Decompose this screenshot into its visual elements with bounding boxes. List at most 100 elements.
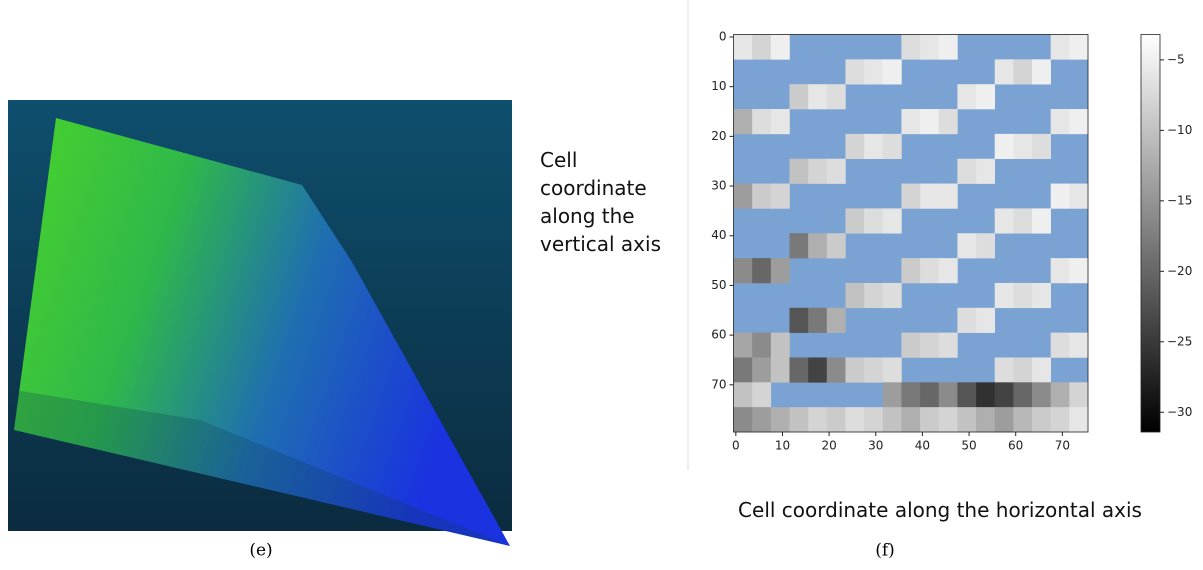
heatmap-cell <box>752 34 772 60</box>
heatmap-cell <box>938 34 958 60</box>
heatmap-cell <box>864 407 884 433</box>
heatmap-cell <box>976 233 996 259</box>
heatmap-cell <box>1069 183 1089 209</box>
heatmap-cell <box>882 382 902 408</box>
colorbar-tick-label: −15 <box>1167 193 1192 207</box>
heatmap-cell <box>826 84 846 110</box>
y-tick-label: 50 <box>711 278 726 292</box>
x-axis-label: Cell coordinate along the horizontal axi… <box>738 498 1142 522</box>
heatmap-cell <box>789 84 809 110</box>
heatmap-cell <box>752 332 772 358</box>
heatmap-cell <box>733 357 753 383</box>
heatmap-cell <box>938 382 958 408</box>
heatmap-cell <box>826 233 846 259</box>
heatmap-cell <box>808 84 828 110</box>
heatmap-cell <box>770 109 790 135</box>
x-tick-label: 60 <box>1008 439 1023 453</box>
heatmap-cell <box>864 59 884 85</box>
heatmap-cell <box>845 357 865 383</box>
heatmap-cell <box>1050 109 1070 135</box>
heatmap-cell <box>994 282 1014 309</box>
heatmap-cell <box>845 282 865 309</box>
heatmap-cell <box>901 332 921 358</box>
heatmap-cell <box>994 59 1014 85</box>
point-cloud <box>14 118 510 546</box>
heatmap-cell <box>733 34 753 60</box>
heatmap-cell <box>976 84 996 110</box>
heatmap-cell <box>957 307 977 333</box>
heatmap-cell <box>770 407 790 433</box>
heatmap-cell <box>994 407 1014 433</box>
panel-label: (e) <box>249 541 272 561</box>
colorbar-tick-label: −10 <box>1167 123 1192 137</box>
heatmap-cell <box>1069 407 1089 433</box>
heatmap-cell <box>1050 382 1070 408</box>
heatmap-cell <box>845 59 865 85</box>
heatmap-cell <box>882 133 902 160</box>
y-tick-label: 20 <box>711 129 726 143</box>
point-cloud-shade <box>14 390 510 546</box>
heatmap-cell <box>733 382 753 408</box>
heatmap-cell <box>882 357 902 383</box>
y-tick-label: 60 <box>711 328 726 342</box>
heatmap-cell <box>1013 208 1033 234</box>
heatmap-cell <box>1032 382 1051 408</box>
heatmap-cell <box>752 407 772 433</box>
heatmap-cell <box>864 133 884 160</box>
heatmap-cell <box>733 258 753 284</box>
heatmap-cell <box>1050 183 1070 209</box>
heatmap-cell <box>826 158 846 184</box>
heatmap-cell <box>826 407 846 433</box>
heatmap-cell <box>864 208 884 234</box>
heatmap-cell <box>901 34 921 60</box>
y-tick-label: 30 <box>711 179 726 193</box>
heatmap-cell <box>1032 282 1051 309</box>
heatmap-cell <box>1013 357 1033 383</box>
heatmap-cell <box>752 183 772 209</box>
heatmap-cell <box>976 158 996 184</box>
colorbar-tick-label: −30 <box>1167 405 1192 419</box>
heatmap-cell <box>957 233 977 259</box>
heatmap-cell <box>920 332 940 358</box>
heatmap-cell <box>920 258 940 284</box>
heatmap-cell <box>901 258 921 284</box>
heatmap-cell <box>752 382 772 408</box>
heatmap-cell <box>938 183 958 209</box>
heatmap-cell <box>808 357 828 383</box>
heatmap-cell <box>1013 407 1033 433</box>
heatmap: 0 10 20 30 40 50 60 70 0 10 20 30 40 50 60 70 −5 −10 −15 −2… <box>711 29 1192 452</box>
heatmap-cell <box>1032 208 1051 234</box>
x-tick-label: 20 <box>821 439 836 453</box>
heatmap-cell <box>864 357 884 383</box>
heatmap-cell <box>733 109 753 135</box>
heatmap-cell <box>920 407 940 433</box>
x-tick-label: 50 <box>961 439 976 453</box>
heatmap-cell <box>976 407 996 433</box>
x-tick-label: 10 <box>775 439 790 453</box>
heatmap-cell <box>733 332 753 358</box>
heatmap-cell <box>1013 133 1033 160</box>
heatmap-cell <box>938 332 958 358</box>
heatmap-cell <box>957 407 977 433</box>
colorbar <box>1140 34 1161 433</box>
x-tick-label: 0 <box>732 439 740 453</box>
heatmap-cell <box>1050 407 1070 433</box>
heatmap-cell <box>882 282 902 309</box>
heatmap-cell <box>901 183 921 209</box>
heatmap-cell <box>994 357 1014 383</box>
heatmap-cell <box>752 109 772 135</box>
heatmap-cell <box>789 158 809 184</box>
heatmap-cell <box>901 382 921 408</box>
heatmap-cell <box>789 233 809 259</box>
heatmap-cell <box>994 208 1014 234</box>
heatmap-cell <box>808 158 828 184</box>
heatmap-cell <box>1050 332 1070 358</box>
heatmap-cell <box>789 357 809 383</box>
heatmap-cell <box>845 133 865 160</box>
heatmap-cell <box>1032 59 1051 85</box>
heatmap-cell <box>1069 332 1089 358</box>
heatmap-cell <box>845 407 865 433</box>
heatmap-cell <box>1013 282 1033 309</box>
point-cloud-image <box>8 100 512 546</box>
heatmap-cell <box>770 258 790 284</box>
